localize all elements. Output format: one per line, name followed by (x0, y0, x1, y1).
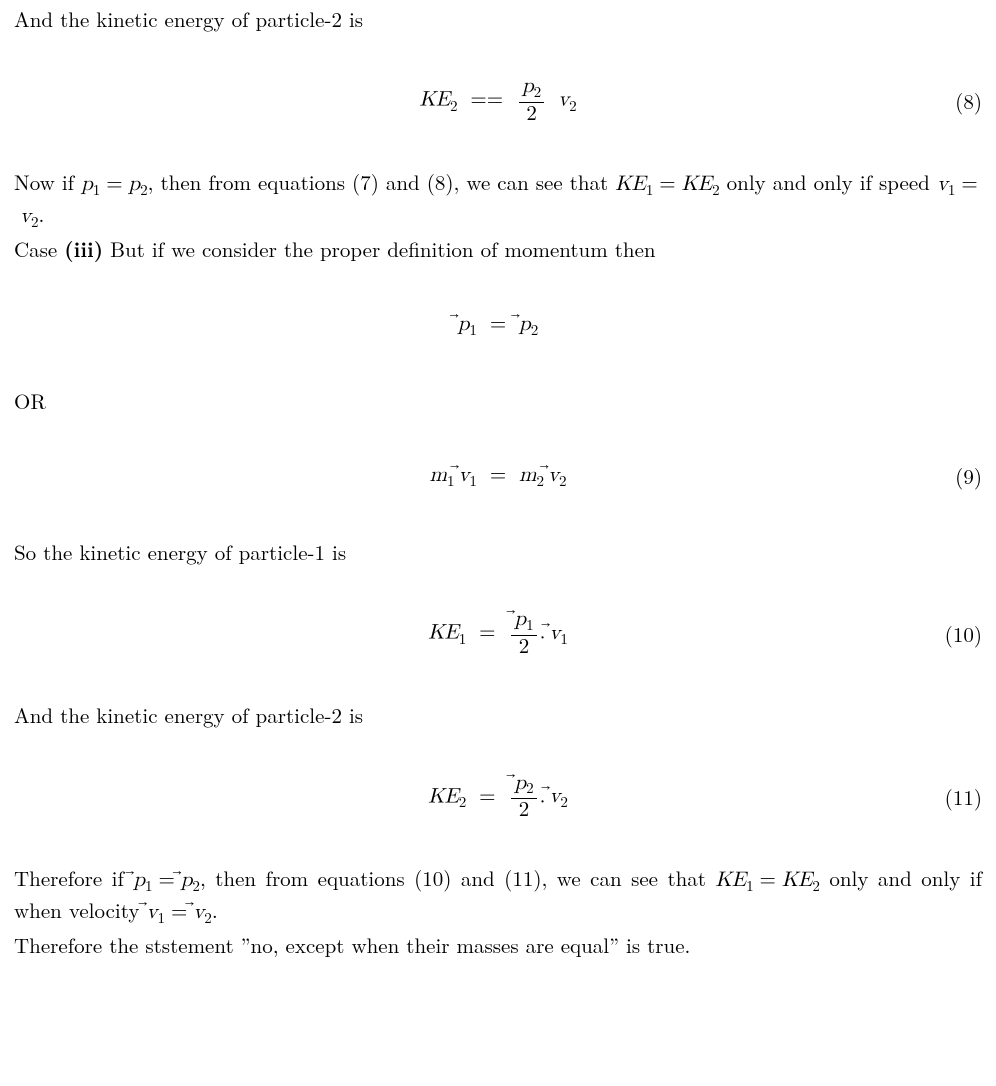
txt-p3c: But if we consider the proper definition… (103, 234, 655, 264)
paragraph-conclusion-velocity: Therefore if p1=p2, then from equations … (14, 865, 982, 928)
paragraph-ke2-intro-b: And the kinetic energy of particle-2 is (14, 702, 982, 729)
expr-ke2: KE2 = p2 2 .v2 (428, 773, 568, 823)
expr-ke1: KE1 = p1 2 .v1 (428, 609, 568, 659)
equation-9: m1v1 = m2v2 (9) (14, 453, 982, 501)
sym-eq-dup: = (487, 90, 503, 111)
equation-number-10: (10) (945, 621, 982, 648)
paragraph-final: Therefore the ststement ”no, except when… (14, 932, 982, 959)
equation-p1-eq-p2-vec: p1 = p2 (14, 302, 982, 350)
txt-iii: (iii) (64, 234, 103, 264)
expr-m1v1: m1v1 = m2v2 (429, 462, 566, 491)
paragraph-ke1-intro: So the kinetic energy of particle-1 is (14, 539, 982, 566)
vec-p1: p (458, 311, 470, 338)
equation-number-11: (11) (945, 784, 982, 811)
frac-p1vec-over-2: p1 2 (511, 609, 536, 659)
equation-8-expr: KE2 == p2 2 v2 (419, 76, 576, 126)
sub-2c: 2 (569, 99, 577, 114)
sub-2b: 2 (534, 85, 542, 100)
sub-2: 2 (450, 99, 458, 114)
sym-v: v (558, 90, 569, 111)
sym-eq: = (470, 90, 486, 111)
paragraph-ke2-intro: And the kinetic energy of particle-2 is (14, 6, 982, 33)
expr-pvec: p1 = p2 (458, 311, 539, 340)
txt-p2a: Now if (14, 167, 81, 197)
txt-p6d: . (212, 895, 218, 925)
equation-number-9: (9) (955, 463, 982, 490)
equation-11: KE2 = p2 2 .v2 (11) (14, 767, 982, 827)
equation-number-8: (8) (955, 88, 982, 115)
den-2: 2 (519, 103, 544, 126)
frac-p2-over-2: p2 2 (519, 76, 544, 126)
frac-p2vec-over-2: p2 2 (511, 773, 536, 823)
sym-K: KE (419, 90, 450, 111)
txt-p2d: . (39, 199, 45, 229)
sym-p1: p (81, 174, 93, 195)
text-or: OR (14, 388, 982, 415)
txt-case: Case (14, 234, 64, 264)
txt-p6a: Therefore if (14, 863, 133, 893)
paragraph-case-speed: Now if p1=p2, then from equations (7) an… (14, 169, 982, 232)
vec-p2: p (519, 311, 531, 338)
txt-p2b: , then from equations (7) and (8), we ca… (148, 167, 616, 197)
equation-10: KE1 = p1 2 .v1 (10) (14, 604, 982, 664)
sym-p: p (522, 76, 534, 97)
txt-p2c: only and only if speed (720, 167, 937, 197)
paragraph-case-iii: Case (iii) But if we consider the proper… (14, 236, 982, 263)
txt-p6b: , then from equations (10) and (11), we … (200, 863, 715, 893)
equation-8: KE2 == p2 2 v2 (8) (14, 71, 982, 131)
